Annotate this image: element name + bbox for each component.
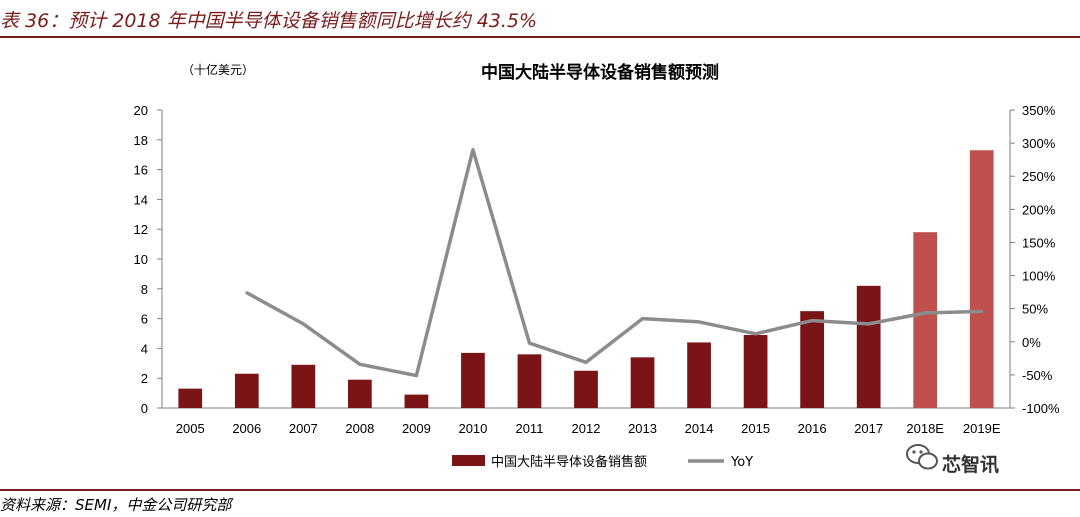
yoy-point xyxy=(414,374,418,378)
x-tick-label: 2009 xyxy=(402,421,431,436)
bar xyxy=(404,394,429,408)
bar xyxy=(743,334,768,408)
x-tick-label: 2014 xyxy=(685,421,714,436)
right-tick-label: 250% xyxy=(1022,169,1056,184)
left-tick-label: 10 xyxy=(134,252,148,267)
bar xyxy=(291,364,316,408)
left-tick-label: 4 xyxy=(141,341,148,356)
left-tick-label: 2 xyxy=(141,371,148,386)
chart: （十亿美元） 中国大陆半导体设备销售额预测 0 2 4 6 8 10 12 14 16 18 20 -… xyxy=(134,62,1060,476)
source-note: 资料来源：SEMI，中金公司研究部 xyxy=(0,496,232,514)
yoy-point xyxy=(584,360,588,364)
x-tick-label: 2006 xyxy=(232,421,261,436)
yoy-series xyxy=(245,147,984,378)
yoy-point xyxy=(867,322,871,326)
bar xyxy=(461,352,485,408)
watermark-text: 芯智讯 xyxy=(942,453,999,476)
right-tick-label: 300% xyxy=(1022,136,1056,151)
x-tick-label: 2012 xyxy=(572,421,601,436)
x-tick-label: 2016 xyxy=(798,421,827,436)
right-tick-label: 150% xyxy=(1022,235,1056,250)
yoy-point xyxy=(980,309,984,313)
bottom-rule xyxy=(0,489,1080,491)
left-tick-label: 6 xyxy=(141,312,148,327)
watermark: 芯智讯 xyxy=(906,444,999,476)
chart-title: 中国大陆半导体设备销售额预测 xyxy=(481,62,719,83)
x-tick-label: 2013 xyxy=(628,421,657,436)
right-tick-label: 350% xyxy=(1022,103,1056,118)
left-tick-label: 16 xyxy=(134,163,148,178)
right-tick-label: 200% xyxy=(1022,202,1056,217)
unit-label: （十亿美元） xyxy=(182,62,254,77)
bar xyxy=(178,388,203,408)
left-tick-label: 0 xyxy=(141,401,148,416)
exhibit-title: 表 36：预计 2018 年中国半导体设备销售额同比增长约 43.5% xyxy=(0,10,538,32)
left-tick-label: 12 xyxy=(134,222,148,237)
bar xyxy=(800,311,825,408)
bar xyxy=(913,232,938,408)
left-tick-label: 14 xyxy=(134,192,148,207)
yoy-point xyxy=(471,148,475,152)
right-tick-label: -100% xyxy=(1022,401,1060,416)
yoy-point xyxy=(245,291,249,295)
x-tick-label: 2008 xyxy=(345,421,374,436)
bar-series xyxy=(178,150,994,408)
yoy-point xyxy=(810,319,814,323)
legend-bar-label: 中国大陆半导体设备销售额 xyxy=(491,454,647,470)
left-tick-label: 8 xyxy=(141,282,148,297)
legend-bar-swatch xyxy=(452,455,485,466)
left-tick-label: 20 xyxy=(134,103,148,118)
x-tick-label: 2015 xyxy=(741,421,770,436)
yoy-point xyxy=(754,332,758,336)
right-tick-label: 0% xyxy=(1022,335,1041,350)
right-tick-label: 100% xyxy=(1022,269,1056,284)
bar xyxy=(234,373,259,408)
x-tick-label: 2011 xyxy=(515,421,543,436)
wechat-icon xyxy=(906,444,938,470)
right-tick-label: -50% xyxy=(1022,368,1053,383)
left-tick-label: 18 xyxy=(134,133,148,148)
x-tick-label: 2019E xyxy=(963,421,1001,436)
x-tick-label: 2017 xyxy=(854,421,883,436)
bar xyxy=(630,357,655,408)
bar xyxy=(687,342,711,408)
yoy-point xyxy=(697,320,701,324)
yoy-point xyxy=(358,362,362,366)
yoy-point xyxy=(527,341,531,345)
x-tick-label: 2010 xyxy=(458,421,487,436)
x-tick-label: 2005 xyxy=(176,421,205,436)
top-rule xyxy=(0,36,1080,38)
bar xyxy=(517,354,542,408)
x-tick-label: 2018E xyxy=(906,421,944,436)
right-tick-label: 50% xyxy=(1022,302,1048,317)
yoy-point xyxy=(301,322,305,326)
yoy-line xyxy=(245,147,982,378)
legend-line-label: YoY xyxy=(730,455,753,470)
bar xyxy=(969,150,994,408)
yoy-point xyxy=(641,317,645,321)
bar xyxy=(574,370,598,408)
x-tick-label: 2007 xyxy=(289,421,318,436)
legend: 中国大陆半导体设备销售额 YoY xyxy=(452,454,753,470)
bar xyxy=(347,379,372,408)
axes: 0 2 4 6 8 10 12 14 16 18 20 -100% -50% 0% 50% 100% 150% 2… xyxy=(134,103,1060,436)
yoy-point xyxy=(923,311,927,315)
bar xyxy=(856,285,881,408)
